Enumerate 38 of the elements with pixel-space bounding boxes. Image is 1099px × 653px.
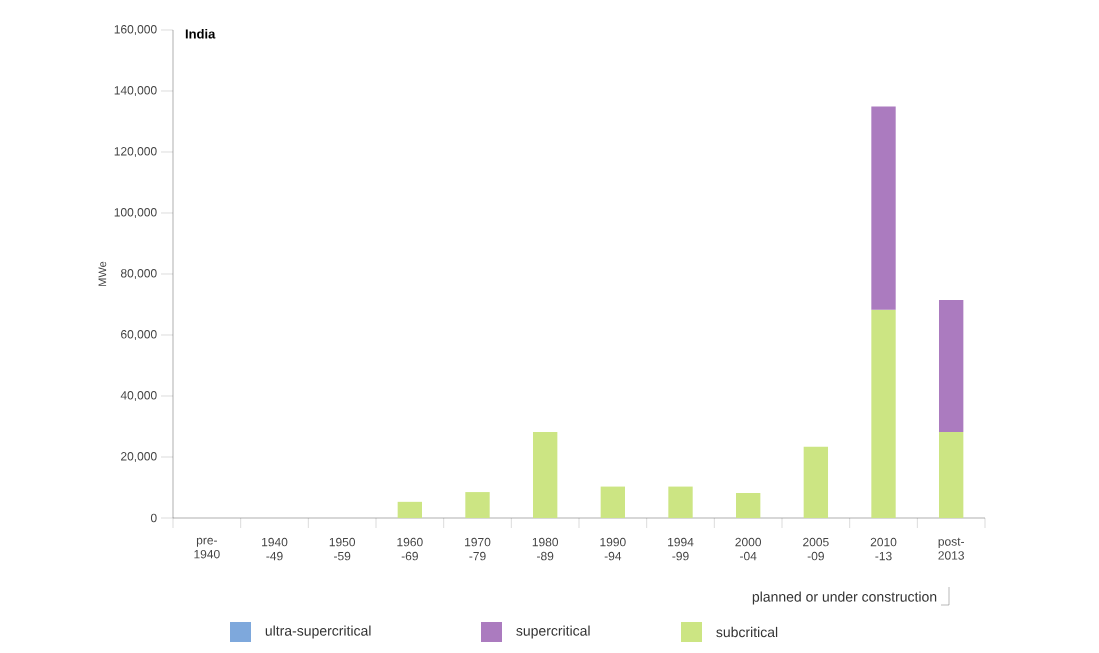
- x-tick-label: post-2013: [938, 537, 964, 560]
- bar: [871, 309, 896, 518]
- y-tick-label: 40,000: [120, 391, 157, 401]
- x-tick-label: pre-1940: [194, 537, 220, 559]
- bar: [532, 431, 558, 518]
- bar: [939, 299, 964, 432]
- legend-label: supercritical: [516, 625, 590, 639]
- x-tick-label: 2010 -13: [870, 537, 897, 561]
- legend-label: subcritical: [716, 626, 778, 638]
- y-tick-label: 80,000: [120, 269, 157, 279]
- x-tick-label: 2005 -09: [803, 537, 829, 561]
- x-tick-label: 1960 -69: [397, 537, 423, 561]
- x-tick-label: 1990 -94: [600, 537, 626, 561]
- x-tick-label: 2000 -04: [735, 537, 762, 561]
- bar: [600, 486, 626, 518]
- bar: [397, 501, 423, 518]
- y-tick-label: 120,000: [114, 147, 157, 157]
- bar: [736, 492, 761, 518]
- bar: [871, 106, 896, 310]
- bar: [939, 431, 964, 518]
- y-tick-label: 100,000: [114, 208, 157, 218]
- legend-label: ultra-supercritical: [265, 625, 371, 639]
- text: planned or under construction: [752, 591, 937, 605]
- x-tick-label: 1970 -79: [465, 537, 491, 561]
- bar: [803, 446, 829, 518]
- x-tick-label: 1940 -49: [262, 537, 288, 561]
- chart-title: India: [185, 28, 216, 39]
- x-tick-label: 1994 -99: [668, 537, 694, 561]
- x-tick-label: 1980 -89: [532, 537, 559, 561]
- y-tick-label: 0: [150, 513, 157, 523]
- y-tick-label: 60,000: [121, 330, 157, 340]
- y-axis-title: MWe: [98, 261, 107, 286]
- y-tick-label: 140,000: [114, 86, 157, 96]
- y-tick-label: 160,000: [114, 25, 157, 35]
- x-tick-label: 1950 -59: [329, 537, 356, 561]
- bar: [465, 492, 490, 518]
- y-tick-label: 20,000: [121, 452, 157, 462]
- bar: [668, 486, 693, 518]
